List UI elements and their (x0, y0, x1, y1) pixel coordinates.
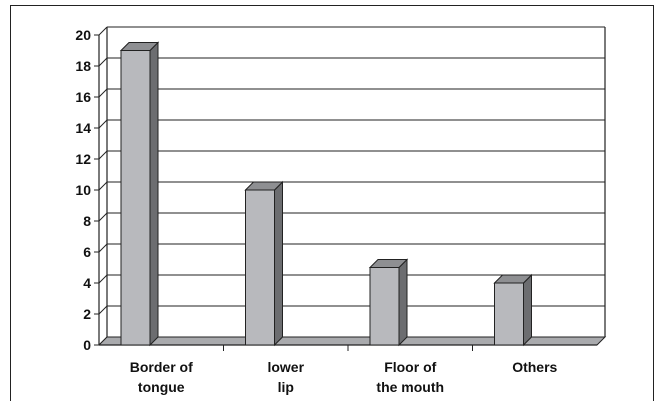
y-axis-depth-tick (98, 150, 108, 160)
bar-front (245, 189, 275, 346)
bars (119, 41, 533, 347)
x-category-label: lower (267, 359, 304, 375)
y-tick-label: 4 (83, 275, 91, 291)
bar (244, 180, 284, 347)
bar-side (523, 273, 532, 347)
y-tick-label: 12 (75, 151, 91, 167)
y-tick-label: 8 (83, 213, 91, 229)
y-tick-label: 18 (75, 58, 91, 74)
bar-side (274, 180, 283, 347)
y-axis-depth-tick (98, 243, 108, 253)
y-tick-label: 16 (75, 89, 91, 105)
y-tick-label: 2 (83, 306, 91, 322)
x-category-label: tongue (138, 379, 185, 395)
y-axis-depth-tick (98, 26, 108, 36)
axes (94, 26, 607, 351)
y-axis-depth-tick (98, 119, 108, 129)
bar (119, 41, 160, 347)
bar (368, 258, 409, 347)
y-tick-label: 6 (83, 244, 91, 260)
bar-side (149, 41, 159, 347)
y-tick-label: 10 (75, 182, 91, 198)
y-axis-depth-tick (98, 57, 108, 67)
y-axis-depth-tick (98, 212, 108, 222)
labels: 0 2 4 6 8 10 12 14 16 18 20 Border of tongue lower lip… (75, 27, 557, 395)
x-category-label: the mouth (376, 379, 444, 395)
chart-frame (10, 5, 654, 401)
x-category-label: Border of (130, 359, 193, 375)
y-tick-label: 20 (75, 27, 91, 43)
y-axis-depth-tick (98, 274, 108, 284)
y-tick-label: 0 (83, 337, 91, 353)
bar-front (369, 267, 400, 346)
x-category-label: Floor of (384, 359, 436, 375)
y-axis-depth-tick (98, 88, 108, 98)
bar-front (120, 50, 151, 346)
y-axis-depth-tick (98, 305, 108, 315)
y-tick-label: 14 (75, 120, 91, 136)
x-category-label: Others (512, 359, 557, 375)
bar (493, 273, 533, 347)
x-category-label: lip (278, 379, 294, 395)
bar-front (494, 282, 524, 346)
grid-lines (107, 26, 605, 307)
y-axis-depth-tick (98, 181, 108, 191)
bar-side (398, 258, 408, 347)
